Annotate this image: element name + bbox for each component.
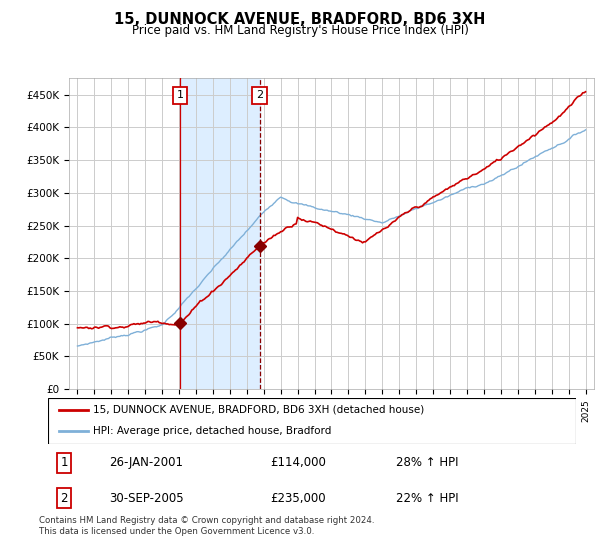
Text: 28% ↑ HPI: 28% ↑ HPI <box>397 456 459 469</box>
Text: 1: 1 <box>177 91 184 100</box>
Text: 1: 1 <box>61 456 68 469</box>
Text: 30-SEP-2005: 30-SEP-2005 <box>109 492 184 505</box>
Text: 22% ↑ HPI: 22% ↑ HPI <box>397 492 459 505</box>
Text: 15, DUNNOCK AVENUE, BRADFORD, BD6 3XH: 15, DUNNOCK AVENUE, BRADFORD, BD6 3XH <box>115 12 485 27</box>
Text: 26-JAN-2001: 26-JAN-2001 <box>109 456 183 469</box>
Bar <box>180 78 260 389</box>
Text: HPI: Average price, detached house, Bradford: HPI: Average price, detached house, Brad… <box>93 426 331 436</box>
Text: £114,000: £114,000 <box>270 456 326 469</box>
Text: 2: 2 <box>256 91 263 100</box>
Text: Contains HM Land Registry data © Crown copyright and database right 2024.
This d: Contains HM Land Registry data © Crown c… <box>39 516 374 536</box>
Text: £235,000: £235,000 <box>270 492 325 505</box>
Text: Price paid vs. HM Land Registry's House Price Index (HPI): Price paid vs. HM Land Registry's House … <box>131 24 469 36</box>
Text: 2: 2 <box>61 492 68 505</box>
Text: 15, DUNNOCK AVENUE, BRADFORD, BD6 3XH (detached house): 15, DUNNOCK AVENUE, BRADFORD, BD6 3XH (d… <box>93 405 424 415</box>
